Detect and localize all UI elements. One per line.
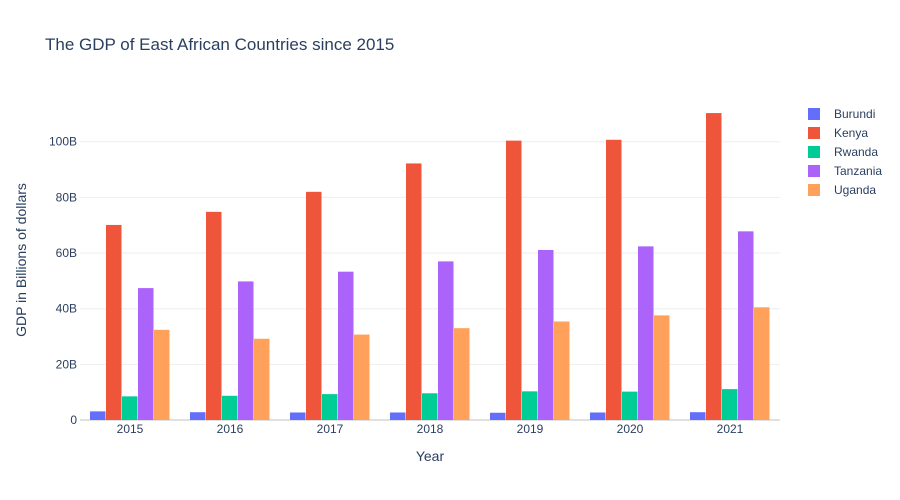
bar-uganda-2015[interactable] [154,329,170,420]
x-tick-label: 2021 [717,422,744,436]
bar-kenya-2021[interactable] [706,113,722,421]
legend-swatch [808,108,820,120]
y-tick-label: 0 [70,413,77,427]
bar-burundi-2015[interactable] [90,411,106,420]
legend-item-tanzania[interactable]: Tanzania [808,164,882,178]
x-axis-ticks: 2015 2016 2017 2018 2019 2020 2021 [117,422,744,436]
bar-uganda-2019[interactable] [554,321,570,420]
bar-rwanda-2017[interactable] [322,394,338,420]
bar-tanzania-2019[interactable] [538,249,554,420]
y-axis-ticks: 0 20B 40B 60B 80B 100B [49,135,77,427]
x-tick-label: 2020 [617,422,644,436]
legend-item-kenya[interactable]: Kenya [808,126,868,140]
bar-rwanda-2016[interactable] [222,395,238,420]
bar-kenya-2019[interactable] [506,140,522,420]
legend[interactable]: Burundi Kenya Rwanda Tanzania Uganda [808,107,882,197]
x-tick-label: 2015 [117,422,144,436]
gridlines [80,141,780,421]
legend-swatch [808,184,820,196]
legend-label: Tanzania [834,164,882,178]
bar-tanzania-2015[interactable] [138,288,154,420]
bar-tanzania-2020[interactable] [638,246,654,420]
legend-swatch [808,165,820,177]
bar-rwanda-2019[interactable] [522,391,538,420]
legend-label: Uganda [834,183,876,197]
legend-item-uganda[interactable]: Uganda [808,183,876,197]
y-tick-label: 40B [56,302,77,316]
bar-kenya-2018[interactable] [406,163,422,420]
x-tick-label: 2017 [317,422,344,436]
bar-burundi-2021[interactable] [690,412,706,420]
bar-uganda-2016[interactable] [254,338,270,420]
bar-uganda-2018[interactable] [454,328,470,420]
legend-label: Rwanda [834,145,878,159]
bar-uganda-2017[interactable] [354,334,370,420]
y-axis-title: GDP in Billions of dollars [13,183,29,337]
bar-burundi-2017[interactable] [290,412,306,420]
bar-rwanda-2015[interactable] [122,396,138,420]
bar-tanzania-2016[interactable] [238,281,254,420]
bar-burundi-2016[interactable] [190,412,206,420]
x-tick-label: 2018 [417,422,444,436]
bar-tanzania-2017[interactable] [338,271,354,420]
bar-kenya-2015[interactable] [106,224,122,420]
legend-label: Kenya [834,126,868,140]
bar-burundi-2020[interactable] [590,412,606,420]
bar-tanzania-2018[interactable] [438,261,454,420]
bar-burundi-2018[interactable] [390,412,406,420]
y-tick-label: 80B [56,190,77,204]
bar-rwanda-2021[interactable] [722,389,738,420]
legend-swatch [808,146,820,158]
bar-uganda-2020[interactable] [654,315,670,420]
legend-item-rwanda[interactable]: Rwanda [808,145,878,159]
bar-uganda-2021[interactable] [754,307,770,420]
chart-title: The GDP of East African Countries since … [45,35,394,54]
bars [90,113,770,421]
x-tick-label: 2016 [217,422,244,436]
legend-swatch [808,127,820,139]
bar-burundi-2019[interactable] [490,412,506,420]
legend-item-burundi[interactable]: Burundi [808,107,875,121]
bar-tanzania-2021[interactable] [738,231,754,420]
y-tick-label: 100B [49,135,77,149]
x-tick-label: 2019 [517,422,544,436]
bar-kenya-2017[interactable] [306,191,322,420]
bar-kenya-2020[interactable] [606,139,622,420]
legend-label: Burundi [834,107,875,121]
y-tick-label: 20B [56,357,77,371]
bar-rwanda-2020[interactable] [622,391,638,420]
bar-rwanda-2018[interactable] [422,393,438,420]
x-axis-title: Year [416,448,445,464]
y-tick-label: 60B [56,246,77,260]
bar-kenya-2016[interactable] [206,211,222,420]
